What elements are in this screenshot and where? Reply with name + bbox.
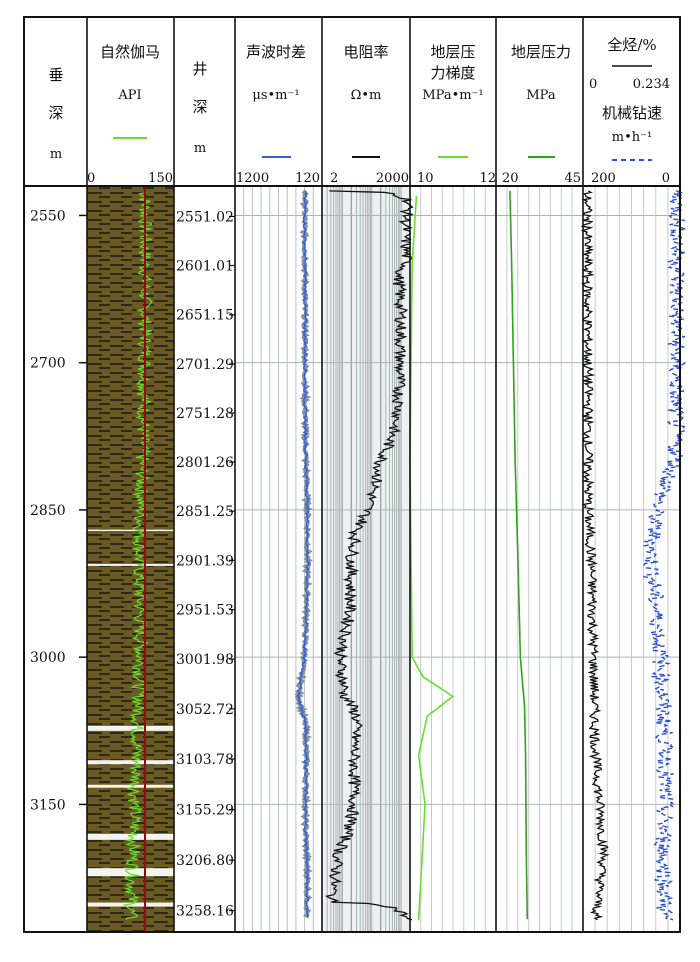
tg-scale-inline-min: 0	[589, 77, 597, 92]
vdepth-title-1: 垂	[48, 66, 63, 84]
mdepth-title-1: 井	[192, 60, 207, 78]
measured-depth-labels: 2551.02 2601.01 2651.15 2701.29 2751.28 2801.…	[176, 209, 235, 920]
pg-curve	[409, 195, 455, 921]
sand-streak-7	[87, 529, 174, 532]
mdepth-label-2: 2651.15	[176, 308, 234, 324]
gr-curve	[123, 190, 153, 920]
vdepth-label-2: 2850	[30, 503, 66, 519]
sand-streak-1	[87, 760, 174, 765]
pg-unit: MPa•m⁻¹	[422, 88, 483, 103]
rop-scale-min: 200	[591, 171, 616, 186]
mdepth-label-0: 2551.02	[176, 209, 234, 225]
ac-unit: μs•m⁻¹	[252, 88, 299, 103]
mdepth-label-11: 3103.78	[176, 752, 234, 768]
log-curves	[123, 186, 687, 932]
sand-streak-4	[87, 868, 174, 877]
pg-scale-min: 10	[417, 171, 434, 186]
mdepth-label-13: 3206.80	[176, 853, 234, 869]
vertical-depth-ticks: 2550 2700 2850 3000 3150	[30, 208, 87, 813]
gr-scale-min: 0	[87, 171, 95, 186]
gr-unit: API	[117, 88, 141, 103]
rop-curve	[642, 190, 687, 921]
mdepth-label-6: 2851.25	[176, 504, 234, 520]
rop-scale-max: 0	[662, 171, 670, 186]
pf-unit: MPa	[526, 88, 555, 103]
mdepth-label-1: 2601.01	[176, 259, 234, 275]
rt-track-bg	[322, 186, 410, 932]
sand-streak-0	[87, 725, 174, 731]
rt-title: 电阻率	[343, 43, 388, 61]
pf-curve	[509, 190, 529, 920]
ac-scale-max: 120	[295, 171, 320, 186]
frame-lines	[23, 16, 681, 933]
sand-streak-6	[87, 563, 174, 566]
pf-title: 地层压力	[511, 43, 571, 61]
track-fills	[87, 186, 174, 932]
mdepth-title-2: 深	[192, 98, 207, 116]
gr-title: 自然伽马	[100, 43, 160, 61]
rt-unit: Ω•m	[351, 88, 382, 103]
vdepth-title-2: 深	[48, 104, 63, 122]
rop-title: 机械钻速	[602, 104, 662, 122]
gr-scale-max: 150	[148, 171, 173, 186]
ac-title: 声波时差	[246, 43, 306, 61]
pg-scale-max: 12	[479, 171, 496, 186]
pf-scale-min: 20	[502, 171, 519, 186]
pg-title-2: 力梯度	[430, 64, 475, 82]
mdepth-label-3: 2701.29	[176, 357, 234, 373]
outer-border	[23, 16, 681, 933]
tg-curve	[580, 190, 610, 921]
rt-curve	[325, 190, 414, 921]
pf-scale-max: 45	[564, 171, 581, 186]
vdepth-label-4: 3150	[30, 797, 66, 813]
vdepth-label-1: 2700	[30, 356, 66, 372]
tg-scale-inline-max: 0.234	[633, 77, 670, 92]
ac-curve	[296, 190, 311, 918]
mdepth-label-14: 3258.16	[176, 904, 234, 920]
mdepth-label-12: 3155.29	[176, 803, 234, 819]
lithology-column	[87, 186, 174, 932]
vdepth-label-0: 2550	[30, 208, 66, 224]
mdepth-label-7: 2901.39	[176, 553, 234, 569]
tg-title: 全烃/%	[607, 36, 656, 54]
vdepth-unit: m	[50, 147, 62, 162]
mdepth-label-4: 2751.28	[176, 406, 234, 422]
mdepth-label-9: 3001.98	[176, 652, 234, 668]
header: 垂 深 m 自然伽马 API 0 150 井 深 m 声波时差 μs•m⁻¹ 1…	[48, 36, 670, 186]
mdepth-label-5: 2801.26	[176, 455, 234, 471]
mdepth-unit: m	[194, 141, 206, 156]
rop-unit: m•h⁻¹	[612, 130, 652, 145]
rt-scale-max: 2000	[376, 171, 409, 186]
mdepth-label-10: 3052.72	[176, 702, 234, 718]
ac-scale-min: 1200	[236, 171, 269, 186]
pg-title-1: 地层压	[430, 43, 475, 61]
vdepth-label-3: 3000	[30, 650, 66, 666]
rt-scale-min: 2	[330, 171, 338, 186]
track-grids	[235, 186, 680, 932]
sand-streak-2	[87, 784, 174, 788]
mdepth-label-8: 2951.53	[176, 603, 234, 619]
